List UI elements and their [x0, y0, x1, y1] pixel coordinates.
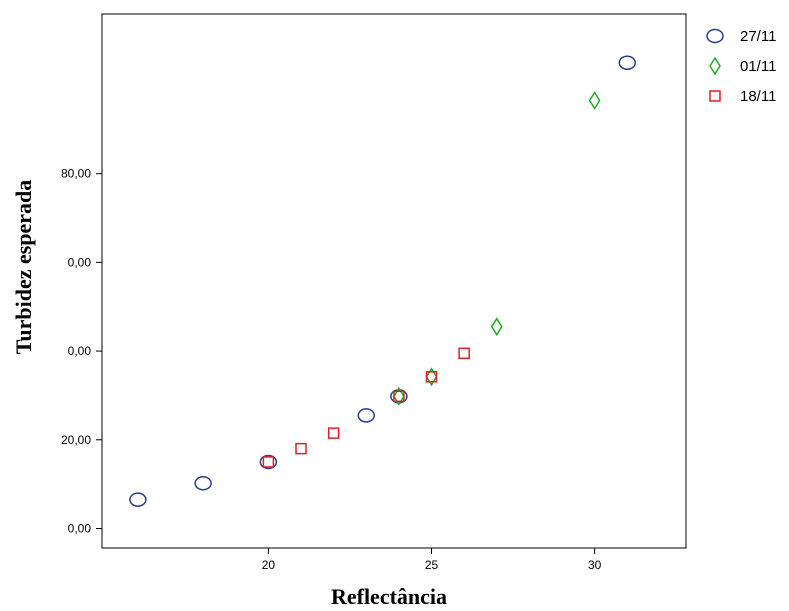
- data-point-circle: [357, 408, 376, 423]
- data-point-diamond: [393, 386, 405, 406]
- legend-label: 18/11: [740, 88, 776, 105]
- x-tick-label: 25: [425, 558, 439, 572]
- y-tick-label: 20,00: [61, 433, 91, 447]
- data-points: [129, 55, 637, 507]
- data-point-square: [393, 390, 405, 403]
- data-point-circle: [390, 389, 408, 404]
- data-point-diamond: [490, 317, 503, 337]
- x-axis-title: Reflectância: [331, 584, 447, 609]
- x-tick-label: 30: [588, 558, 602, 572]
- data-point-square: [458, 347, 470, 360]
- data-point-diamond: [425, 367, 438, 387]
- data-point-square: [327, 427, 340, 439]
- y-tick-label: 0,00: [68, 344, 92, 358]
- legend: 27/11 01/11 18/11: [706, 28, 776, 105]
- x-tick-label: 20: [262, 558, 276, 572]
- data-point-circle: [618, 55, 637, 71]
- x-axis: 20 25 30: [262, 548, 602, 572]
- data-point-square: [262, 456, 275, 468]
- legend-marker-square: [709, 90, 721, 102]
- data-point-square: [295, 442, 307, 455]
- plot-frame: [101, 13, 687, 549]
- y-tick-label: 0,00: [68, 521, 92, 535]
- data-point-circle: [194, 475, 212, 491]
- data-point-circle: [129, 492, 147, 507]
- y-axis-title: Turbidez esperada: [11, 180, 36, 355]
- data-point-square: [425, 371, 438, 383]
- data-point-diamond: [588, 91, 601, 110]
- y-tick-label: 0,00: [68, 255, 92, 269]
- y-axis: 0,00 20,00 0,00 0,00 80,00: [61, 167, 102, 535]
- legend-label: 01/11: [740, 58, 776, 75]
- legend-marker-diamond: [709, 56, 721, 76]
- legend-label: 27/11: [740, 28, 776, 45]
- legend-marker-circle: [706, 28, 724, 44]
- data-point-circle: [259, 454, 278, 470]
- y-tick-label: 80,00: [61, 167, 91, 181]
